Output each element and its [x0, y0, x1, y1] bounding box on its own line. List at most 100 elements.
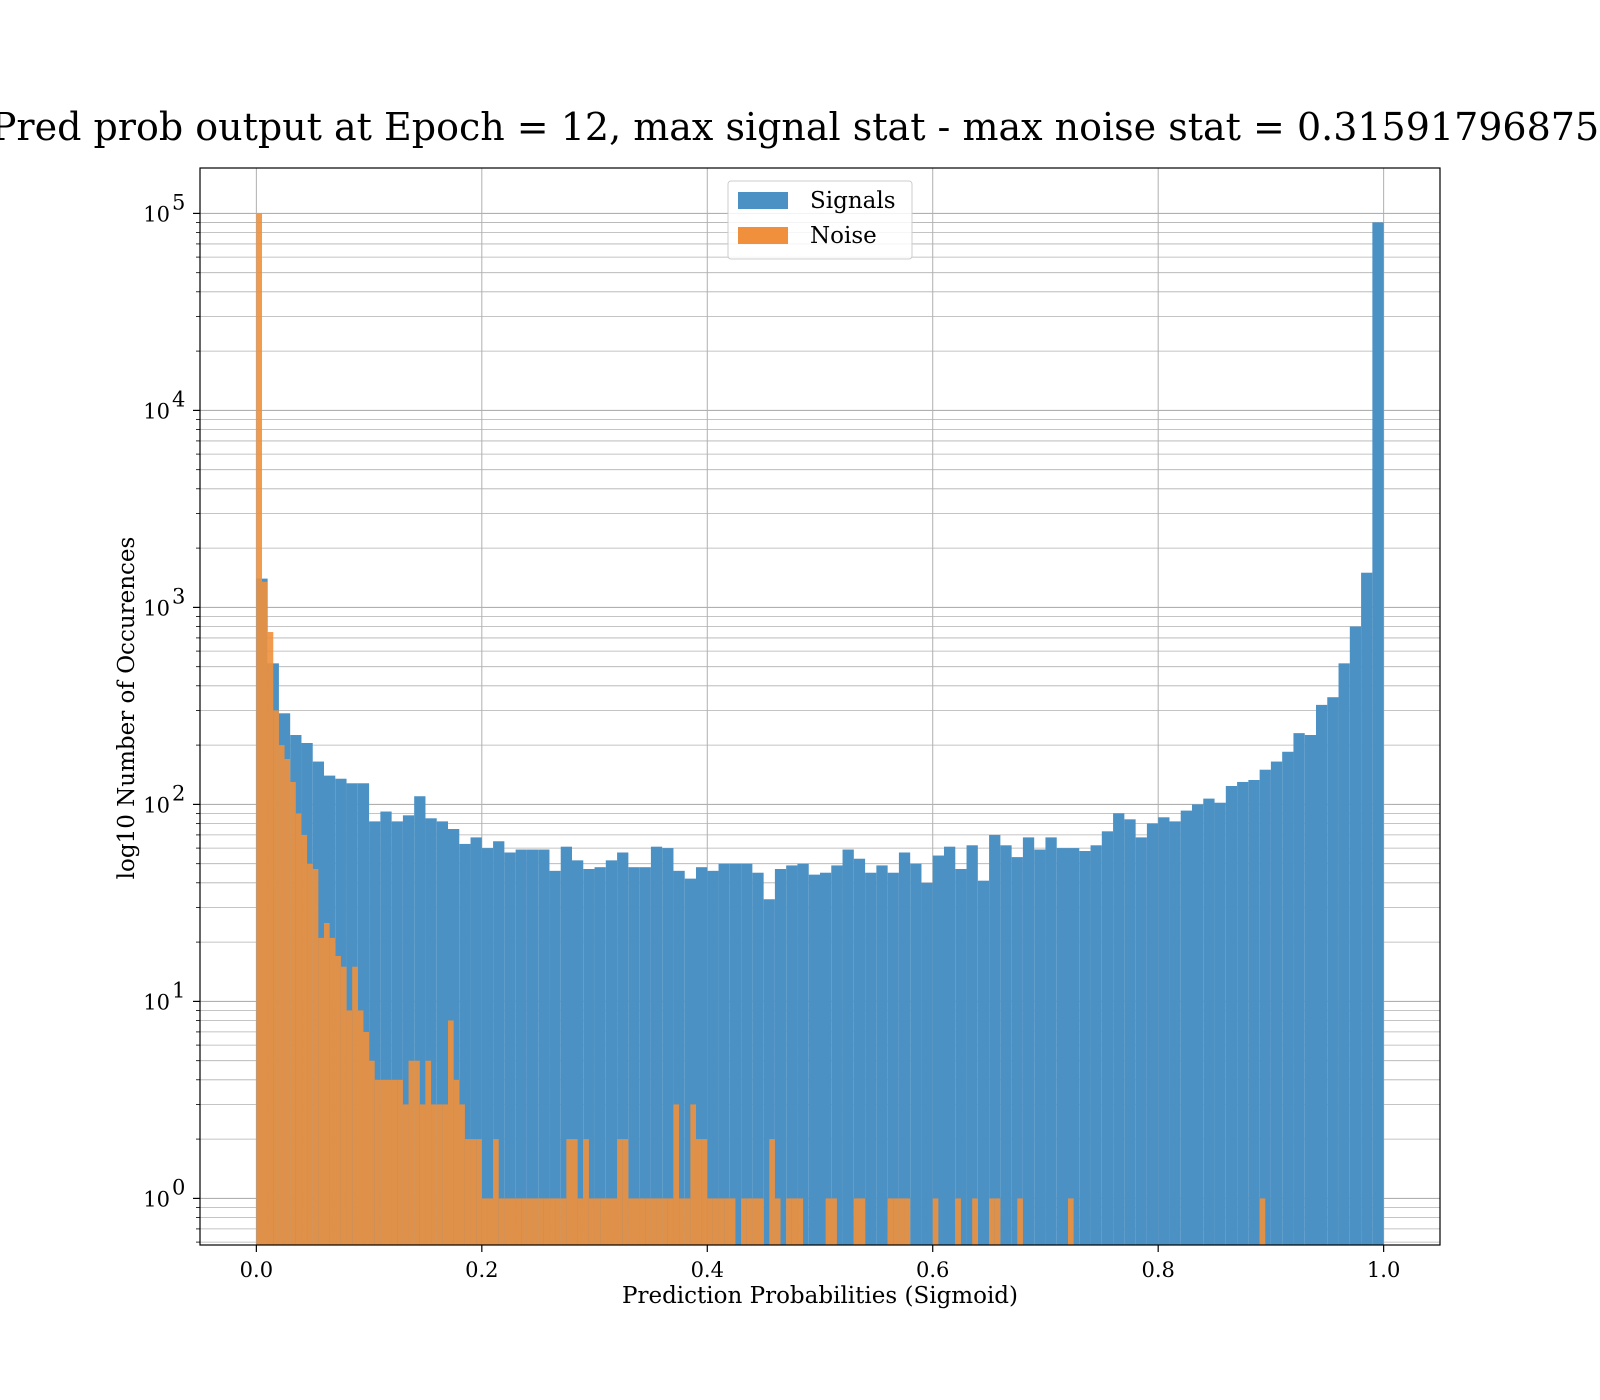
x-tick-label: 0.6 [916, 1258, 949, 1282]
noise-bar [769, 1139, 775, 1245]
signals-bar [955, 868, 967, 1245]
signals-bar [1293, 733, 1305, 1245]
signals-bar [876, 865, 888, 1245]
signals-bar [887, 872, 899, 1245]
signals-bar [1248, 779, 1260, 1245]
signals-bar [865, 872, 877, 1245]
signals-bar [650, 846, 663, 1245]
signals-bar [1192, 804, 1204, 1245]
noise-bar [442, 1104, 448, 1245]
signals-bar [436, 821, 448, 1245]
noise-bar [1017, 1198, 1023, 1245]
y-tick-exponent: 2 [172, 781, 185, 805]
y-tick-label: 10 [143, 1187, 170, 1211]
noise-bar [994, 1198, 1001, 1245]
y-tick-label: 10 [143, 990, 170, 1014]
noise-bar [639, 1198, 646, 1245]
noise-bar [307, 863, 313, 1245]
signals-bar [1259, 769, 1271, 1245]
noise-bar [831, 1198, 837, 1245]
noise-bar [340, 966, 347, 1245]
noise-bar [617, 1139, 623, 1245]
signals-bar [1045, 837, 1057, 1245]
noise-bar [284, 758, 291, 1245]
plot-frame [199, 167, 1441, 1246]
signals-bar [391, 821, 403, 1245]
signals-bar [628, 867, 640, 1245]
signals-bar [1169, 821, 1181, 1245]
signals-bar [1124, 819, 1136, 1245]
signals-bar [1056, 848, 1068, 1245]
noise-bar [380, 1079, 386, 1245]
noise-bar [273, 710, 279, 1245]
y-tick-label: 10 [143, 399, 170, 423]
signals-bar [741, 863, 753, 1245]
noise-bar [352, 966, 358, 1245]
signals-bar [786, 865, 798, 1245]
signals-bar [921, 882, 933, 1245]
signals-bar [380, 811, 392, 1245]
noise-bar [673, 1104, 680, 1245]
noise-bar [904, 1198, 911, 1245]
signals-bar [752, 872, 764, 1245]
noise-bar [335, 955, 341, 1245]
signals-bar [1316, 704, 1328, 1245]
noise-bar [425, 1060, 432, 1245]
signals-bar [763, 899, 775, 1245]
legend-swatch-noise [738, 227, 788, 244]
x-tick-label: 1.0 [1367, 1258, 1400, 1282]
signals-bar [853, 858, 866, 1245]
signals-bar [1338, 663, 1350, 1245]
signals-bar [1135, 837, 1147, 1245]
noise-bar [679, 1198, 685, 1245]
noise-bar [453, 1079, 460, 1245]
noise-bar [729, 1198, 736, 1245]
noise-bar [408, 1060, 415, 1245]
noise-bar [262, 581, 268, 1245]
noise-bars [256, 213, 1266, 1245]
noise-bar [718, 1198, 725, 1245]
noise-bar [1068, 1198, 1074, 1245]
noise-bar [791, 1198, 798, 1245]
signals-bar [1214, 802, 1226, 1245]
signals-bar [989, 834, 1001, 1245]
noise-bar [487, 1198, 494, 1245]
noise-bar [391, 1079, 398, 1245]
noise-bar [628, 1198, 634, 1245]
x-axis-label: Prediction Probabilities (Sigmoid) [622, 1283, 1018, 1309]
signals-bar [1068, 848, 1080, 1245]
noise-bar [684, 1198, 691, 1245]
noise-bar [690, 1104, 696, 1245]
noise-bar [662, 1198, 668, 1245]
signals-bar [639, 867, 651, 1245]
signals-bar [515, 849, 527, 1245]
signals-bar [729, 863, 742, 1245]
signals-bar [1101, 831, 1114, 1245]
noise-bar [464, 1139, 471, 1245]
signals-bar [369, 821, 381, 1245]
noise-bar [324, 923, 330, 1245]
signals-bar [831, 865, 843, 1245]
signals-bar [470, 837, 482, 1245]
signals-bar [1180, 810, 1192, 1245]
noise-bar [560, 1198, 567, 1245]
noise-bar [774, 1198, 781, 1245]
x-tick-label: 0.0 [240, 1258, 273, 1282]
y-axis-label: log10 Number of Occurences [114, 537, 140, 880]
signals-bar [560, 846, 572, 1245]
noise-bar [369, 1060, 375, 1245]
signals-bar [977, 880, 990, 1245]
signals-bar [572, 860, 584, 1245]
noise-bar [312, 868, 319, 1245]
signals-bar [1282, 751, 1294, 1245]
noise-bar [278, 745, 285, 1245]
x-tick-label: 0.4 [691, 1258, 724, 1282]
noise-bar [853, 1198, 860, 1245]
y-tick-exponent: 5 [172, 190, 185, 214]
noise-bar [645, 1198, 651, 1245]
legend-label-signals: Signals [810, 188, 896, 214]
signals-bar [1000, 845, 1012, 1245]
signals-bar [1327, 697, 1339, 1245]
signals-bar [1034, 849, 1046, 1245]
signals-bar [1079, 851, 1091, 1245]
